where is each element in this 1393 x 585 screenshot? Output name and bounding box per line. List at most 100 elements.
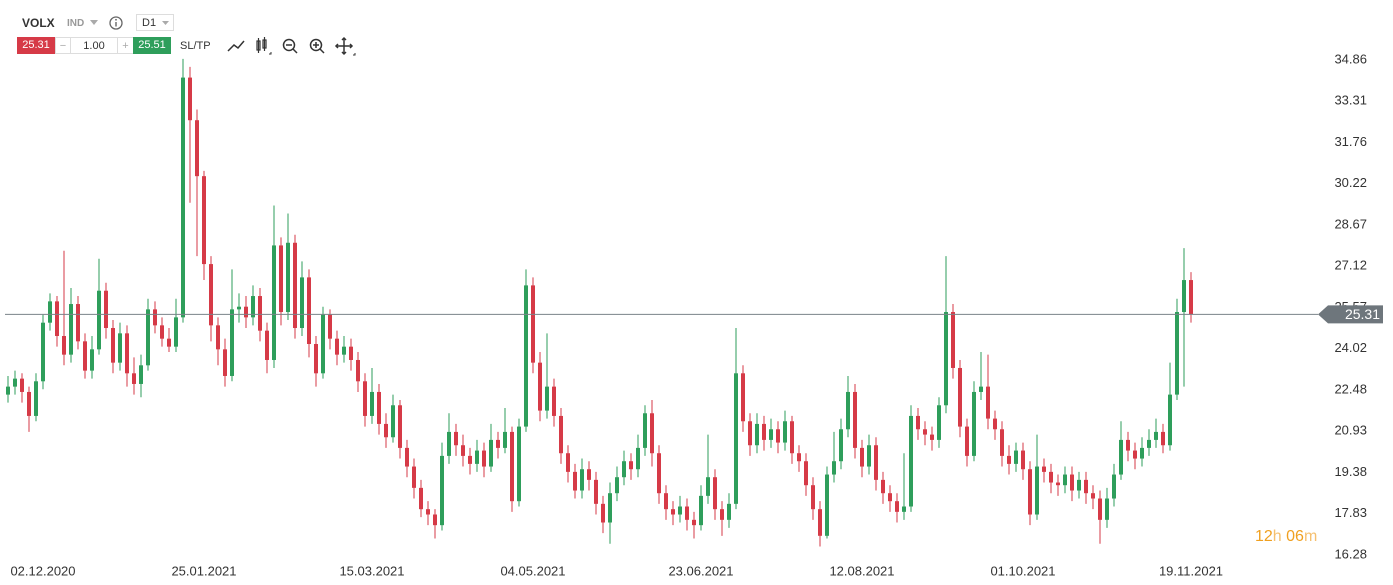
candle-body	[244, 306, 248, 318]
y-tick-label: 31.76	[1334, 134, 1367, 149]
countdown-minutes: 06	[1286, 528, 1304, 545]
y-tick-label: 20.93	[1334, 423, 1367, 438]
countdown-hours: 12	[1255, 528, 1273, 545]
candle-body	[657, 453, 661, 494]
candle-body	[538, 362, 542, 411]
y-tick-label: 27.12	[1334, 258, 1367, 273]
plus-button[interactable]: +	[117, 37, 134, 54]
candle-body	[1007, 455, 1011, 464]
last-price-label: 25.31	[1345, 306, 1380, 322]
dropdown-icon	[162, 21, 169, 25]
symbol[interactable]: VOLX	[22, 16, 55, 30]
buy-button[interactable]: 25.51	[133, 37, 171, 54]
candle-body	[1063, 474, 1067, 486]
candle-body	[881, 479, 885, 494]
sell-button[interactable]: 25.31	[17, 37, 55, 54]
candle-body	[692, 519, 696, 526]
volume-input[interactable]: 1.00	[70, 37, 118, 54]
candle-body	[83, 341, 87, 371]
candle-body	[755, 423, 759, 446]
candle-body	[153, 309, 157, 326]
candle-body	[1098, 498, 1102, 520]
candle-body	[132, 373, 136, 384]
candle-body	[748, 421, 752, 446]
zoom-in-icon[interactable]	[309, 38, 325, 54]
candle-body	[930, 434, 934, 440]
candle-body	[1119, 439, 1123, 475]
candle-body	[832, 461, 836, 475]
candle-body	[90, 349, 94, 371]
x-tick-label: 02.12.2020	[10, 563, 75, 578]
candle-body	[601, 503, 605, 523]
candle-body	[664, 493, 668, 510]
candle-body	[769, 429, 773, 440]
candle-body	[496, 439, 500, 448]
candle-icon[interactable]	[256, 37, 272, 55]
candle-body	[685, 506, 689, 520]
candle-body	[13, 378, 17, 387]
candle-body	[1189, 280, 1193, 315]
candle-body	[125, 333, 129, 374]
candle-body	[615, 477, 619, 494]
candle-body	[6, 386, 10, 395]
candle-body	[307, 277, 311, 344]
candle-body	[139, 365, 143, 384]
candle-body	[524, 285, 528, 427]
candle-body	[1084, 479, 1088, 494]
candle-body	[713, 477, 717, 510]
candle-body	[1168, 394, 1172, 446]
candle-body	[636, 447, 640, 470]
candle-body	[951, 312, 955, 368]
candle-body	[1021, 450, 1025, 470]
candle-body	[909, 415, 913, 507]
candle-body	[1182, 280, 1186, 313]
pan-icon[interactable]	[334, 36, 356, 56]
candle-body	[650, 413, 654, 454]
info-icon[interactable]	[108, 15, 124, 31]
candle-body	[174, 317, 178, 347]
y-tick-label: 19.38	[1334, 464, 1367, 479]
candle-body	[419, 487, 423, 510]
candle-body	[594, 479, 598, 504]
candle-body	[797, 453, 801, 462]
candle-body	[1154, 431, 1158, 440]
candle-body	[643, 413, 647, 448]
candle-body	[622, 461, 626, 478]
candle-body	[958, 367, 962, 427]
candle-body	[27, 391, 31, 416]
candle-body	[160, 325, 164, 339]
candle-body	[573, 471, 577, 491]
candle-body	[356, 359, 360, 382]
candle-body	[195, 120, 199, 177]
candle-body	[818, 509, 822, 536]
candle-body	[97, 290, 101, 350]
candle-body	[209, 264, 213, 326]
minus-button[interactable]: −	[55, 37, 71, 54]
line-chart-icon[interactable]	[227, 40, 245, 52]
x-tick-label: 15.03.2021	[339, 563, 404, 578]
candle-body	[1091, 493, 1095, 499]
candle-body	[972, 391, 976, 456]
candle-body	[447, 431, 451, 456]
candle-body	[118, 333, 122, 363]
candle-body	[566, 453, 570, 472]
candle-body	[328, 314, 332, 339]
candle-body	[1105, 498, 1109, 520]
candle-body	[104, 290, 108, 329]
timeframe-select[interactable]: D1	[136, 14, 174, 31]
y-tick-label: 34.86	[1334, 51, 1367, 66]
candle-body	[846, 391, 850, 430]
candle-body	[678, 506, 682, 515]
candle-body	[944, 312, 948, 406]
zoom-out-icon[interactable]	[282, 38, 298, 54]
sltp-button[interactable]: SL/TP	[180, 40, 211, 52]
candle-body	[167, 338, 171, 347]
countdown-minutes-unit: m	[1303, 528, 1318, 545]
candle-body	[699, 495, 703, 526]
candle-body	[986, 386, 990, 419]
candle-body	[629, 461, 633, 470]
dropdown-icon[interactable]	[88, 17, 100, 27]
category: IND	[67, 18, 85, 29]
